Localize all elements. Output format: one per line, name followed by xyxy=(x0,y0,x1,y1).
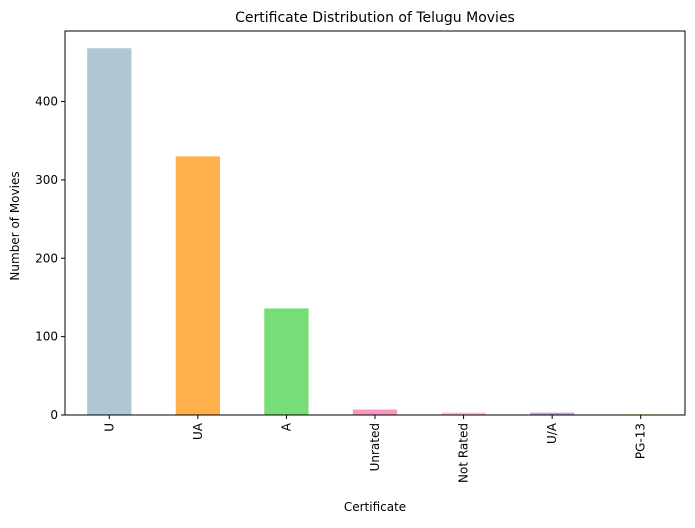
chart-title: Certificate Distribution of Telugu Movie… xyxy=(235,10,515,26)
x-tick-label: Unrated xyxy=(368,423,382,471)
x-tick-label: A xyxy=(279,422,293,431)
x-tick-label: Not Rated xyxy=(457,423,471,483)
x-axis-label: Certificate xyxy=(344,500,406,514)
bar-ua xyxy=(175,156,220,415)
bar-u xyxy=(87,48,132,416)
y-axis-label: Number of Movies xyxy=(8,171,22,280)
y-tick-label: 0 xyxy=(50,408,58,422)
x-tick-label: U/A xyxy=(545,422,559,444)
bar-unrated xyxy=(352,409,398,415)
x-tick-label: U xyxy=(102,423,116,432)
bar-not-rated xyxy=(441,412,486,415)
y-tick-label: 200 xyxy=(35,251,58,265)
x-tick-label: UA xyxy=(191,422,205,440)
axes-frame xyxy=(64,30,686,416)
bar-a xyxy=(264,308,309,415)
plot-area: 0 100 200 300 400 U UA A Unrated Not Rated U/A PG-1… xyxy=(35,30,686,483)
y-tick-label: 400 xyxy=(35,95,58,109)
bar-u-a xyxy=(530,412,575,415)
y-tick-label: 100 xyxy=(35,330,58,344)
x-tick-label: PG-13 xyxy=(634,423,648,459)
y-tick-label: 300 xyxy=(35,173,58,187)
